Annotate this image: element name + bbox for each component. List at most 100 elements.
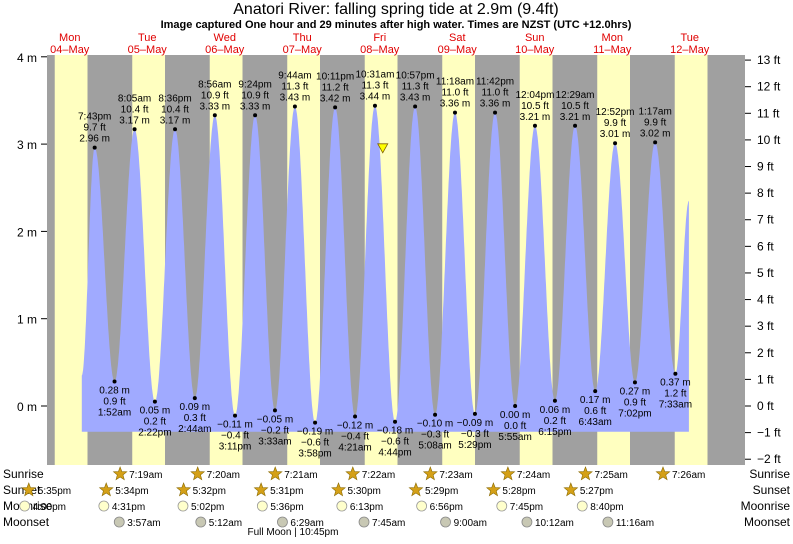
tide-time-label: 12:52pm xyxy=(596,107,635,118)
moonrise-icon xyxy=(416,500,428,512)
day-date-label: 12–May xyxy=(670,44,710,56)
tide-ft-label: 10.4 ft xyxy=(161,104,189,115)
tide-m-label: 3.01 m xyxy=(600,129,631,140)
tide-ft-label: 0.2 ft xyxy=(144,417,166,428)
tide-point xyxy=(653,140,658,145)
moonrise-time: 6:56pm xyxy=(430,502,463,513)
tide-point xyxy=(313,420,318,425)
tide-m-label: 3.33 m xyxy=(200,101,231,112)
tide-m-label: 3.17 m xyxy=(160,115,191,126)
tide-m-label: 3.21 m xyxy=(560,112,591,123)
tide-point xyxy=(132,127,137,132)
day-date-label: 06–May xyxy=(205,44,245,56)
sunrise-time: 7:20am xyxy=(207,470,240,481)
tide-m-label: 3.36 m xyxy=(480,99,511,110)
tide-m-label: −0.18 m xyxy=(377,426,413,437)
sunrise-icon xyxy=(190,466,206,481)
moonrise-time: 8:40pm xyxy=(590,502,623,513)
row-label-left: Sunset xyxy=(3,483,41,497)
sunrise-time: 7:25am xyxy=(594,470,627,481)
tide-ft-label: −0.2 ft xyxy=(261,425,289,436)
tide-point xyxy=(413,104,418,109)
sunset-icon xyxy=(21,482,37,497)
current-tide-marker xyxy=(377,143,389,154)
tide-ft-label: 9.9 ft xyxy=(604,118,626,129)
moonrise-icon xyxy=(496,500,508,512)
night-band xyxy=(707,55,745,465)
moonrise-time: 4:00pm xyxy=(33,502,66,513)
tide-point xyxy=(372,103,377,108)
day-date-label: 10–May xyxy=(515,44,555,56)
moonrise-icon xyxy=(256,500,268,512)
moonset-icon xyxy=(602,516,614,528)
tide-m-label: −0.19 m xyxy=(297,427,333,438)
tide-time-label: 3:11pm xyxy=(219,442,252,453)
tide-m-label: 0.17 m xyxy=(580,395,611,406)
tide-time-label: 8:56am xyxy=(198,79,231,90)
tide-ft-label: 11.3 ft xyxy=(281,82,308,93)
moonset-time: 7:45am xyxy=(372,518,405,529)
tide-m-label: 3.44 m xyxy=(360,92,391,103)
tide-ft-label: 11.3 ft xyxy=(361,81,388,92)
tide-point xyxy=(212,113,217,118)
day-labels: Mon04–MayTue05–MayWed06–MayThu07–MayFri0… xyxy=(50,32,710,56)
tide-m-label: −0.12 m xyxy=(337,420,373,431)
moonset-time: 6:29am xyxy=(290,518,323,529)
sunset-icon xyxy=(253,482,269,497)
sunset-time: 5:28pm xyxy=(502,486,535,497)
tide-m-label: 3.17 m xyxy=(119,115,150,126)
tide-ft-label: 10.4 ft xyxy=(121,104,149,115)
tide-ft-label: 10.5 ft xyxy=(561,101,589,112)
tide-time-label: 8:36pm xyxy=(158,93,191,104)
y-tick-label-right: 3 ft xyxy=(757,319,774,333)
tide-m-label: 0.00 m xyxy=(500,410,531,421)
tide-ft-label: 0.6 ft xyxy=(584,406,606,417)
tide-m-label: 0.27 m xyxy=(620,386,651,397)
sunset-icon xyxy=(563,482,579,497)
sunset-time: 5:35pm xyxy=(38,486,71,497)
tide-point xyxy=(532,123,537,128)
tide-m-label: 2.96 m xyxy=(79,134,110,145)
tide-ft-label: 9.7 ft xyxy=(84,123,106,134)
tide-ft-label: 0.9 ft xyxy=(624,397,646,408)
tide-point xyxy=(573,123,578,128)
row-label-left: Moonset xyxy=(3,515,50,529)
tide-m-label: 3.36 m xyxy=(440,99,471,110)
tide-point xyxy=(292,104,297,109)
sunset-time: 5:31pm xyxy=(270,486,303,497)
y-tick-label-left: 4 m xyxy=(17,51,37,65)
sunrise-time: 7:23am xyxy=(439,470,472,481)
sunset-time: 5:30pm xyxy=(348,486,381,497)
tide-ft-label: 0.9 ft xyxy=(103,397,125,408)
tide-m-label: 3.42 m xyxy=(320,93,351,104)
y-axes: 4 m 3 m 2 m 1 m 0 m 13 ft 12 ft 11 ft 10 ft 9 ft 8… xyxy=(17,51,781,466)
tide-time-label: 10:11pm xyxy=(316,71,354,82)
row-label-right: Sunset xyxy=(753,483,791,497)
tide-ft-label: −0.3 ft xyxy=(421,430,449,441)
sunrise-icon xyxy=(577,466,593,481)
tide-time-label: 7:33am xyxy=(659,400,692,411)
tide-time-label: 7:43pm xyxy=(78,112,111,123)
moonrise-time: 7:45pm xyxy=(510,502,543,513)
tide-time-label: 2:44am xyxy=(178,424,211,435)
sunrise-icon xyxy=(112,466,128,481)
chart-title: Anatori River: falling spring tide at 2.… xyxy=(233,1,558,18)
sunrise-icon xyxy=(500,466,516,481)
y-tick-label-left: 0 m xyxy=(17,400,37,414)
day-name-label: Sun xyxy=(525,32,545,44)
tide-time-label: 10:57pm xyxy=(396,71,435,82)
sunrise-icon xyxy=(655,466,671,481)
tide-ft-label: 11.0 ft xyxy=(441,88,468,99)
tide-m-label: 0.06 m xyxy=(540,405,571,416)
tide-m-label: −0.05 m xyxy=(257,414,293,425)
tide-ft-label: 10.9 ft xyxy=(241,90,269,101)
sunrise-time: 7:22am xyxy=(362,470,395,481)
day-date-label: 04–May xyxy=(50,44,90,56)
y-tick-label-right: 0 ft xyxy=(757,399,774,413)
y-tick-label-right: 1 ft xyxy=(757,372,774,386)
tide-time-label: 6:43am xyxy=(579,417,612,428)
day-name-label: Thu xyxy=(293,32,312,44)
tide-point xyxy=(353,414,358,419)
moonset-time: 9:00am xyxy=(454,518,487,529)
sunrise-icon xyxy=(267,466,283,481)
